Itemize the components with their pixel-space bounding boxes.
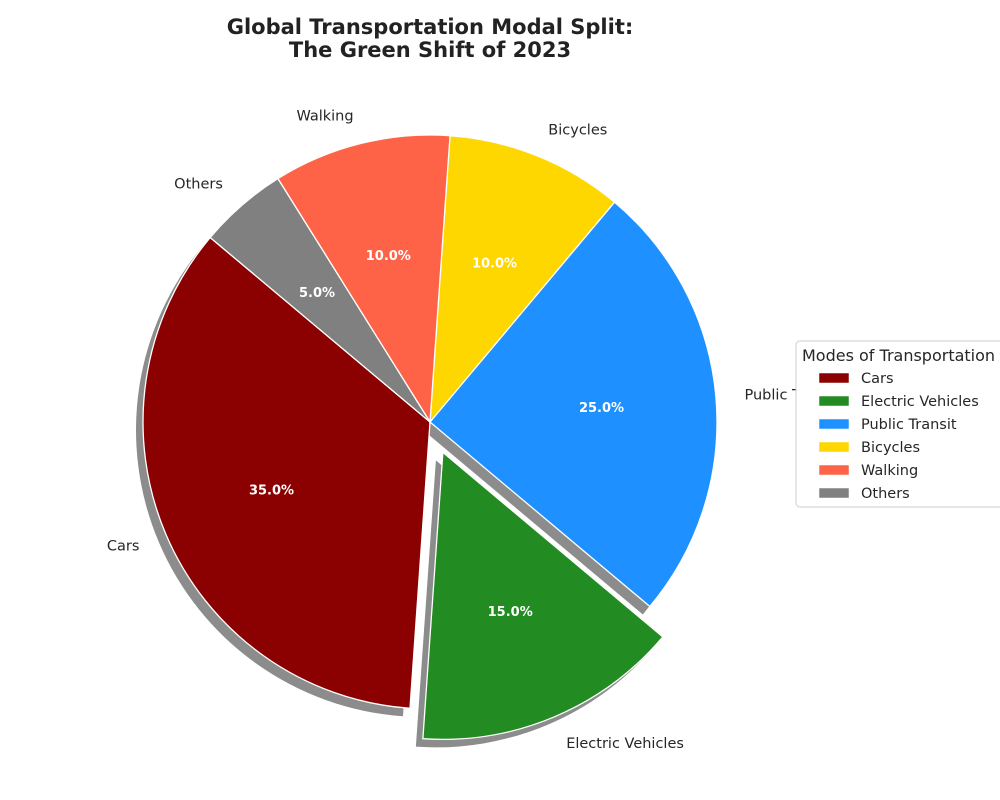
slice-walking <box>277 134 451 425</box>
legend-label-public-transit: Public Transit <box>861 417 957 433</box>
legend-swatch-cars <box>818 372 850 384</box>
slice-public-transit <box>429 201 718 608</box>
legend-label-others: Others <box>861 486 910 502</box>
category-label-cars: Cars <box>107 538 140 554</box>
percent-label-cars: 35.0% <box>249 483 294 498</box>
legend-label-electric-vehicles: Electric Vehicles <box>861 394 979 410</box>
legend: Modes of Transportation Cars Electric Veh… <box>795 340 1000 508</box>
percent-label-bicycles: 10.0% <box>472 256 517 271</box>
percent-label-others: 5.0% <box>299 286 335 301</box>
percent-label-walking: 10.0% <box>366 249 411 264</box>
legend-label-walking: Walking <box>861 463 918 479</box>
chart-title-line-2: The Green Shift of 2023 <box>289 38 571 62</box>
percent-label-public-transit: 25.0% <box>579 401 624 416</box>
legend-title: Modes of Transportation <box>802 346 995 365</box>
category-label-walking: Walking <box>296 109 353 125</box>
legend-items: Cars Electric Vehicles Public Transit Bicyc… <box>818 371 979 502</box>
percentage-labels: 35.0% 15.0% 25.0% 10.0% 10.0% 5.0% <box>249 249 624 620</box>
slice-electric-vehicles <box>422 451 664 740</box>
legend-label-bicycles: Bicycles <box>861 440 920 456</box>
slice-others <box>209 177 431 423</box>
pie-slices <box>142 134 718 740</box>
legend-swatch-walking <box>818 464 850 476</box>
legend-swatch-bicycles <box>818 441 850 453</box>
legend-swatch-public-transit <box>818 418 850 430</box>
chart-title-line-1: Global Transportation Modal Split: <box>227 15 634 39</box>
legend-swatch-others <box>818 487 850 499</box>
category-label-bicycles: Bicycles <box>548 122 607 138</box>
slice-bicycles <box>429 135 616 424</box>
slice-cars <box>142 236 431 709</box>
category-label-others: Others <box>174 177 223 193</box>
category-label-electric-vehicles: Electric Vehicles <box>566 736 684 752</box>
legend-label-cars: Cars <box>861 371 894 387</box>
legend-swatch-electric-vehicles <box>818 395 850 407</box>
percent-label-electric-vehicles: 15.0% <box>488 605 533 620</box>
